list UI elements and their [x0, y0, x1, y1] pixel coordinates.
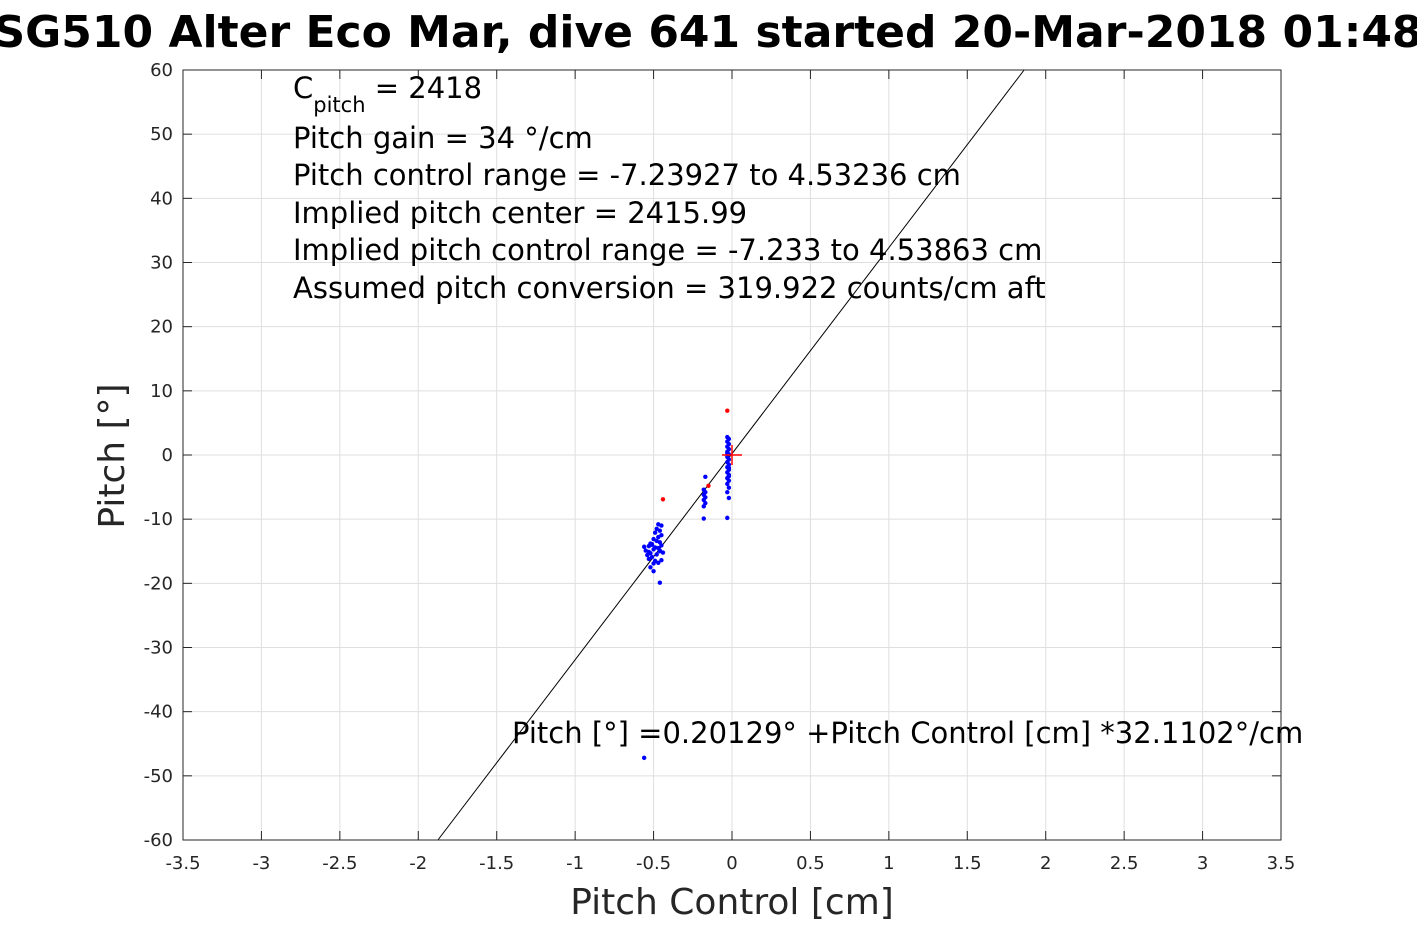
data-point-red — [725, 408, 730, 413]
data-point-blue — [657, 580, 663, 585]
y-tick-label: -20 — [144, 573, 173, 594]
x-tick-label: 3.5 — [1267, 853, 1296, 874]
data-point-blue — [641, 755, 647, 761]
c-pitch-value: = 2418 — [366, 71, 483, 105]
data-point-blue — [652, 545, 658, 550]
y-tick-label: 50 — [150, 124, 173, 145]
x-tick-label: 2 — [1040, 853, 1051, 874]
c-pitch-line: Cpitch = 2418 — [293, 71, 482, 117]
data-point-blue — [659, 533, 664, 538]
data-points — [641, 408, 732, 761]
data-point-blue — [654, 526, 659, 531]
grid — [182, 69, 1282, 841]
fit-equation-label: Pitch [°] =0.20129° +Pitch Control [cm] … — [512, 716, 1303, 750]
data-point-blue — [725, 515, 730, 521]
pitch-control-range-line: Pitch control range = -7.23927 to 4.5323… — [293, 158, 961, 192]
data-point-blue — [652, 530, 658, 535]
y-tick-label: 40 — [150, 188, 173, 209]
y-axis-label: Pitch [°] — [92, 383, 133, 528]
data-point-blue — [641, 544, 647, 549]
pitch-gain-line: Pitch gain = 34 °/cm — [293, 121, 593, 155]
x-tick-label: -0.5 — [636, 853, 671, 874]
x-tick-label: -3 — [252, 853, 270, 874]
data-point-red — [660, 497, 666, 502]
x-tick-label: 1.5 — [953, 853, 982, 874]
x-tick-label: -3.5 — [165, 853, 200, 874]
data-point-blue — [726, 485, 732, 490]
y-tick-label: 10 — [150, 381, 173, 402]
data-point-blue — [701, 516, 706, 521]
data-point-blue — [703, 474, 708, 480]
x-tick-labels: -3.5 -3 -2.5 -2 -1.5 -1 -0.5 0 0.5 1 1.5 2 2.5 3 3.5 — [165, 853, 1295, 874]
stats-annotation: Cpitch = 2418 Pitch gain = 34 °/cm Pitch… — [293, 71, 1046, 305]
data-point-blue — [659, 558, 664, 563]
data-point-blue — [726, 465, 732, 471]
data-point-blue — [651, 561, 656, 566]
data-point-blue — [726, 473, 732, 479]
data-point-blue — [651, 568, 656, 574]
implied-pitch-control-range-line: Implied pitch control range = -7.233 to … — [293, 233, 1042, 267]
implied-pitch-center-line: Implied pitch center = 2415.99 — [293, 196, 747, 230]
data-point-blue — [646, 549, 652, 555]
x-tick-label: 3 — [1197, 853, 1208, 874]
data-point-blue — [725, 434, 730, 440]
x-tick-label: 2.5 — [1110, 853, 1139, 874]
data-point-blue — [651, 536, 656, 542]
x-tick-label: 0 — [726, 853, 737, 874]
x-tick-label: 1 — [883, 853, 894, 874]
x-tick-label: -2.5 — [322, 853, 357, 874]
y-tick-labels: 60 50 40 30 20 10 0 -10 -20 -30 -40 -50 -60 — [144, 60, 173, 851]
y-tick-label: -40 — [144, 702, 173, 723]
x-tick-label: 0.5 — [796, 853, 825, 874]
data-point-blue — [649, 554, 655, 560]
y-tick-label: 20 — [150, 317, 173, 338]
plot-frame — [182, 69, 1282, 841]
y-tick-label: 0 — [162, 445, 173, 466]
y-tick-label: 30 — [150, 253, 173, 274]
y-tick-label: -10 — [144, 509, 173, 530]
data-point-blue — [649, 542, 655, 548]
x-tick-label: -2 — [409, 853, 427, 874]
x-axis-label: Pitch Control [cm] — [570, 882, 894, 923]
data-point-blue — [726, 495, 732, 501]
data-point-blue — [654, 552, 659, 557]
data-point-blue — [725, 450, 730, 456]
assumed-pitch-conversion-line: Assumed pitch conversion = 319.922 count… — [293, 271, 1046, 305]
x-tick-label: -1.5 — [479, 853, 514, 874]
y-tick-label: -30 — [144, 638, 173, 659]
c-pitch-symbol: C — [293, 71, 313, 105]
data-point-blue — [656, 522, 661, 527]
c-pitch-subscript: pitch — [313, 93, 365, 117]
data-point-red — [706, 483, 711, 488]
data-point-blue — [725, 490, 730, 495]
x-tick-label: -1 — [566, 853, 584, 874]
y-tick-label: 60 — [150, 60, 173, 81]
data-point-blue — [657, 548, 663, 553]
data-point-blue — [648, 565, 653, 570]
chart-title: SG510 Alter Eco Mar, dive 641 started 20… — [0, 7, 1417, 58]
y-tick-label: -60 — [144, 830, 173, 851]
data-point-blue — [701, 487, 706, 492]
y-tick-label: -50 — [144, 766, 173, 787]
center-marker-layer — [722, 445, 742, 465]
